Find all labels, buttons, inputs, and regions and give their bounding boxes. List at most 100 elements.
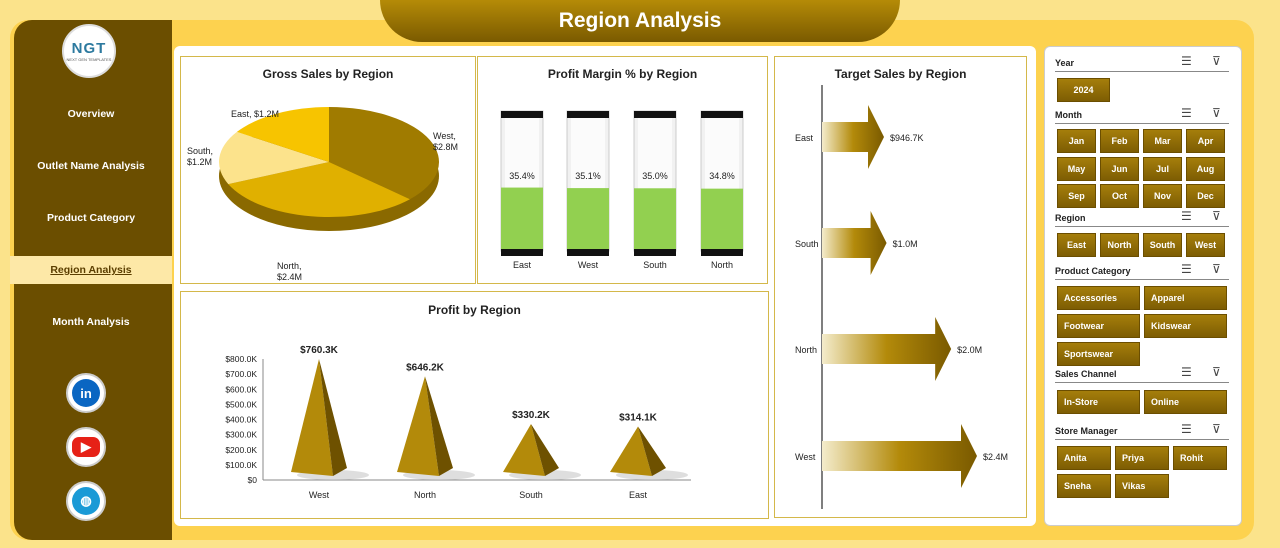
slicer-chip-category[interactable]: Sportswear — [1057, 342, 1140, 366]
pie-data-label: North, — [277, 261, 302, 271]
profit-pyramid-side-south — [531, 424, 559, 476]
margin-bar-north — [701, 188, 743, 251]
profit-data-label: $646.2K — [406, 362, 445, 373]
multiselect-icon[interactable]: ☰ — [1181, 422, 1192, 436]
slicer-chip-manager[interactable]: Vikas — [1115, 474, 1169, 498]
multiselect-icon[interactable]: ☰ — [1181, 262, 1192, 276]
slicer-title-region: Region — [1055, 213, 1086, 223]
clear-filter-icon[interactable]: ⊽ — [1212, 106, 1221, 120]
target-sales-card: Target Sales by Region East $946.7K South $… — [774, 56, 1027, 518]
margin-data-label: 34.8% — [709, 171, 735, 181]
slicer-title-manager: Store Manager — [1055, 426, 1118, 436]
slicer-chip-month[interactable]: Mar — [1143, 129, 1182, 153]
slicer-chip-region[interactable]: East — [1057, 233, 1096, 257]
nav-month-analysis[interactable]: Month Analysis — [52, 316, 130, 328]
profit-category-label: West — [309, 490, 330, 500]
gross-sales-card: Gross Sales by Region West, $2.8M North, $2… — [180, 56, 476, 284]
multiselect-icon[interactable]: ☰ — [1181, 54, 1192, 68]
nav-overview[interactable]: Overview — [67, 108, 115, 120]
profit-margin-chart: 35.4% East 35.1% West 35.0% South 34.8% North — [500, 110, 744, 270]
target-sales-chart: East $946.7K South $1.0M North $2.0M West $2.4M — [795, 85, 1008, 509]
multiselect-icon[interactable]: ☰ — [1181, 365, 1192, 379]
slicer-chip-month[interactable]: Dec — [1186, 184, 1225, 208]
margin-cap-top — [567, 111, 609, 118]
slicer-chip-region[interactable]: North — [1100, 233, 1139, 257]
slicer-chip-channel[interactable]: Online — [1144, 390, 1227, 414]
multiselect-icon[interactable]: ☰ — [1181, 106, 1192, 120]
target-category-label: West — [795, 452, 816, 462]
chart-title: Profit by Region — [428, 303, 521, 317]
slicer-chip-manager[interactable]: Sneha — [1057, 474, 1111, 498]
target-arrow-east — [822, 105, 884, 169]
logo-subtext: NEXT GEN TEMPLATES — [66, 57, 112, 62]
linkedin-button[interactable]: in — [66, 373, 106, 413]
margin-data-label: 35.4% — [509, 171, 535, 181]
profit-y-tick: $0 — [248, 475, 258, 485]
globe-icon: ◍ — [72, 487, 100, 515]
slicer-chip-region[interactable]: South — [1143, 233, 1182, 257]
target-data-label: $946.7K — [890, 133, 924, 143]
clear-filter-icon[interactable]: ⊽ — [1212, 365, 1221, 379]
slicer-chip-month[interactable]: Apr — [1186, 129, 1225, 153]
clear-filter-icon[interactable]: ⊽ — [1212, 262, 1221, 276]
slicer-chip-category[interactable]: Kidswear — [1144, 314, 1227, 338]
target-data-label: $2.0M — [957, 345, 982, 355]
slicer-chip-month[interactable]: May — [1057, 156, 1096, 181]
slicer-chip-month[interactable]: Feb — [1100, 129, 1139, 153]
margin-bar-west — [567, 188, 609, 251]
profit-y-tick: $300.0K — [225, 430, 257, 440]
margin-category-label: South — [643, 260, 667, 270]
youtube-icon: ▶ — [72, 437, 100, 457]
nav-product-category[interactable]: Product Category — [46, 212, 136, 224]
slicer-chip-region[interactable]: West — [1186, 233, 1225, 257]
profit-pyramid-side-west — [319, 359, 347, 476]
slicer-chip-month[interactable]: Jul — [1143, 156, 1182, 181]
slicer-chip-channel[interactable]: In-Store — [1057, 390, 1140, 414]
pie-slice-north — [228, 162, 410, 217]
slicer-chip-month[interactable]: Jan — [1057, 129, 1096, 153]
target-arrow-north — [822, 317, 952, 381]
nav-region-analysis[interactable]: Region Analysis — [10, 256, 172, 284]
clear-filter-icon[interactable]: ⊽ — [1212, 209, 1221, 223]
profit-category-label: East — [629, 490, 648, 500]
logo-text: NGT — [71, 40, 107, 57]
slicer-title-year: Year — [1055, 58, 1075, 68]
margin-cap-bottom — [701, 249, 743, 256]
slicer-chip-year[interactable]: 2024 — [1057, 78, 1110, 102]
chart-title: Profit Margin % by Region — [547, 67, 698, 81]
slicer-chip-month[interactable]: Oct — [1100, 184, 1139, 208]
slicer-chip-category[interactable]: Accessories — [1057, 286, 1140, 310]
clear-filter-icon[interactable]: ⊽ — [1212, 422, 1221, 436]
margin-cap-top — [634, 111, 676, 118]
margin-cap-bottom — [634, 249, 676, 256]
profit-category-label: North — [414, 490, 436, 500]
margin-bar-east — [501, 187, 543, 251]
clear-filter-icon[interactable]: ⊽ — [1212, 54, 1221, 68]
youtube-button[interactable]: ▶ — [66, 427, 106, 467]
slicer-chip-category[interactable]: Apparel — [1144, 286, 1227, 310]
slicer-chip-category[interactable]: Footwear — [1057, 314, 1140, 338]
slicer-chip-month[interactable]: Jun — [1100, 156, 1139, 181]
profit-y-tick: $400.0K — [225, 415, 257, 425]
slicer-chip-manager[interactable]: Priya — [1115, 446, 1169, 470]
profit-pyramid-front — [397, 376, 439, 476]
pie-slice-south — [219, 131, 329, 185]
profit-y-tick: $800.0K — [225, 354, 257, 364]
slicer-chip-month[interactable]: Aug — [1186, 156, 1225, 181]
pie-slice-east — [236, 107, 329, 162]
profit-y-tick: $100.0K — [225, 460, 257, 470]
pie-data-label: East, $1.2M — [231, 109, 279, 119]
pie-data-label: $2.8M — [433, 142, 458, 152]
slicer-chip-manager[interactable]: Rohit — [1173, 446, 1227, 470]
slicer-chip-month[interactable]: Sep — [1057, 184, 1096, 208]
pie-data-label: $2.4M — [277, 272, 302, 282]
slicer-chip-month[interactable]: Nov — [1143, 184, 1182, 208]
multiselect-icon[interactable]: ☰ — [1181, 209, 1192, 223]
margin-data-label: 35.0% — [642, 171, 668, 181]
nav-outlet-name-analysis[interactable]: Outlet Name Analysis — [37, 160, 145, 172]
margin-cap-top — [701, 111, 743, 118]
slicer-chip-manager[interactable]: Anita — [1057, 446, 1111, 470]
website-button[interactable]: ◍ — [66, 481, 106, 521]
target-arrow-south — [822, 211, 887, 275]
profit-data-label: $330.2K — [512, 410, 551, 421]
